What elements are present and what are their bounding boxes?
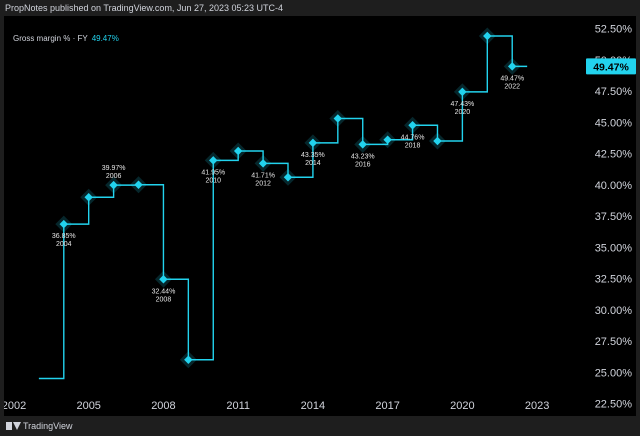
- last-value-badge: [586, 58, 636, 75]
- data-label-value: 41.95%: [201, 169, 225, 176]
- tradingview-logo-icon: [6, 422, 21, 430]
- data-label-year: 2022: [504, 83, 520, 90]
- data-label-year: 2012: [255, 180, 271, 187]
- data-point: [283, 173, 293, 182]
- data-point: [507, 62, 517, 71]
- tradingview-brand[interactable]: TradingView: [6, 421, 73, 431]
- data-point: [209, 156, 218, 165]
- data-label-year: 2010: [205, 177, 221, 184]
- data-point: [483, 31, 492, 41]
- data-point: [159, 275, 168, 284]
- data-label-value: 39.97%: [102, 165, 126, 172]
- legend-value: 49.47%: [91, 34, 119, 43]
- y-tick-label: 32.50%: [595, 274, 633, 286]
- data-label-value: 49.47%: [500, 75, 524, 82]
- data-point: [109, 180, 118, 190]
- data-label-value: 43.35%: [301, 152, 325, 159]
- x-tick-label: 2023: [525, 400, 549, 412]
- data-label-value: 43.23%: [351, 153, 375, 160]
- data-point: [258, 159, 268, 168]
- y-tick-label: 37.50%: [595, 211, 633, 223]
- y-tick-label: 40.00%: [595, 180, 633, 192]
- series-step-line: [38, 35, 528, 380]
- x-tick-label: 2005: [76, 400, 100, 412]
- data-point: [408, 121, 417, 130]
- y-tick-label: 25.00%: [595, 367, 633, 379]
- data-label-year: 2014: [305, 160, 321, 167]
- chart-area[interactable]: 22.50% 25.00% 27.50% 30.00% 32.50% 35.00% 37.5…: [4, 16, 636, 416]
- data-label-value: 36.85%: [52, 233, 76, 240]
- x-tick-label: 2002: [4, 400, 26, 412]
- x-tick-label: 2020: [450, 400, 474, 412]
- data-point: [383, 135, 392, 144]
- x-tick-label: 2014: [301, 400, 325, 412]
- y-tick-label: 30.00%: [595, 305, 633, 317]
- data-label-value: 44.76%: [401, 134, 425, 141]
- data-point: [358, 140, 367, 149]
- x-tick-label: 2008: [151, 400, 175, 412]
- gross-margin-chart[interactable]: 22.50% 25.00% 27.50% 30.00% 32.50% 35.00% 37.5…: [4, 16, 636, 416]
- data-label-year: 2004: [56, 241, 72, 248]
- brand-label: TradingView: [23, 421, 73, 431]
- legend-label: Gross margin % · FY: [13, 34, 88, 43]
- y-tick-label: 47.50%: [595, 86, 633, 98]
- y-tick-label: 45.00%: [595, 117, 633, 129]
- data-label-value: 32.44%: [152, 288, 176, 295]
- data-point: [458, 87, 467, 97]
- footer-bar: TradingView: [0, 416, 640, 436]
- y-tick-label: 42.50%: [595, 149, 633, 161]
- y-tick-label: 22.50%: [595, 399, 633, 411]
- x-tick-label: 2011: [226, 400, 250, 412]
- data-point: [184, 355, 193, 364]
- series-legend[interactable]: Gross margin % · FY 49.47%: [13, 34, 119, 43]
- data-label-value: 41.71%: [251, 172, 275, 179]
- y-tick-label: 35.00%: [595, 242, 633, 254]
- data-label-year: 2006: [106, 173, 122, 180]
- data-point: [134, 180, 143, 189]
- publish-header: PropNotes published on TradingView.com, …: [0, 0, 640, 16]
- y-tick-label: 27.50%: [595, 336, 633, 348]
- publish-info: PropNotes published on TradingView.com, …: [5, 3, 284, 13]
- data-label-year: 2018: [405, 142, 421, 149]
- data-label-year: 2008: [156, 296, 172, 303]
- data-point: [308, 138, 318, 148]
- data-point: [433, 136, 442, 146]
- data-label-year: 2020: [455, 109, 471, 116]
- last-value-label: 49.47%: [593, 61, 629, 73]
- data-point: [84, 193, 93, 202]
- x-tick-label: 2017: [375, 400, 399, 412]
- data-label-value: 47.43%: [451, 101, 475, 108]
- data-point: [233, 146, 243, 156]
- y-tick-label: 52.50%: [595, 24, 633, 36]
- data-label-year: 2016: [355, 161, 371, 168]
- data-point: [333, 114, 343, 123]
